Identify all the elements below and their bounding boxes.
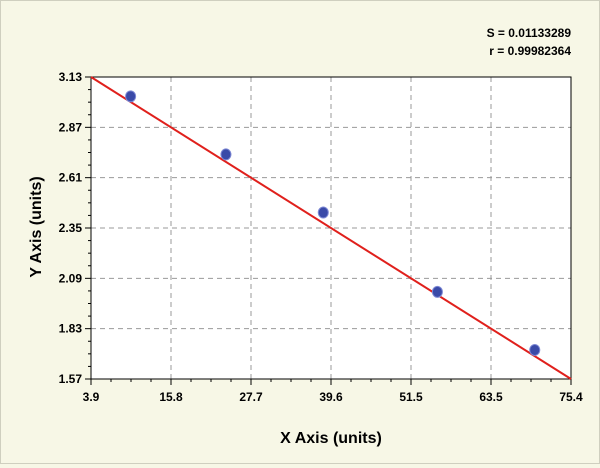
y-tick-label: 1.57 [59,372,83,386]
x-tick-label: 3.9 [83,390,100,404]
data-point [317,206,329,219]
y-tick-label: 3.13 [59,70,83,84]
x-tick-label: 75.4 [559,390,583,404]
data-point [125,90,137,103]
data-points [125,90,541,356]
x-tick-label: 63.5 [479,390,503,404]
stat-s-label: S = 0.01133289 [487,26,572,40]
stat-r-label: r = 0.99982364 [489,44,571,58]
x-tick-label: 51.5 [399,390,423,404]
y-tick-label: 2.61 [59,171,83,185]
y-tick-labels: 1.57 1.83 2.09 2.35 2.61 2.87 3.13 [59,70,83,386]
x-tick-label: 15.8 [159,390,183,404]
x-tick-label: 39.6 [319,390,343,404]
plot-border [90,76,572,380]
x-tick-label: 27.7 [239,390,263,404]
x-axis-title: X Axis (units) [280,430,382,447]
y-axis-title: Y Axis (units) [28,176,45,277]
x-tick-labels: 3.9 15.8 27.7 39.6 51.5 63.5 75.4 [83,390,583,404]
y-tick-label: 1.83 [59,322,83,336]
data-point [220,148,232,161]
y-tick-label: 2.35 [59,221,83,235]
y-tick-label: 2.87 [59,120,83,134]
y-tick-label: 2.09 [59,271,83,285]
fit-line [90,76,572,380]
data-point [431,285,443,298]
data-point [529,343,541,356]
axes [85,76,572,385]
